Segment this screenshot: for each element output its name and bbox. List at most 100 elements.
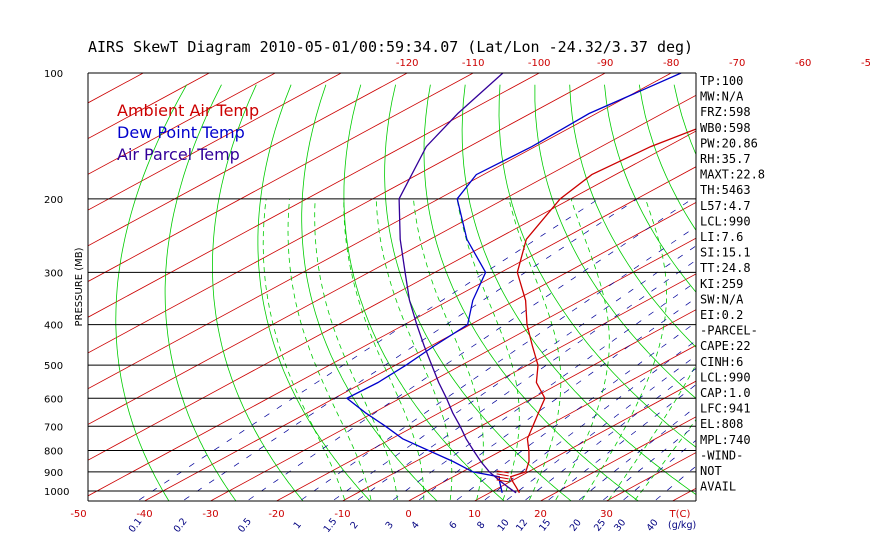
mixing-ratio-tick-label: 6: [447, 520, 459, 532]
bottom-temp-tick-label: -10: [334, 509, 350, 520]
dry-adiabat-line: [604, 84, 696, 293]
isotherm-line: [88, 73, 606, 354]
mixing-ratio-tick-label: 2: [348, 520, 360, 532]
mixing-ratio-line: [184, 198, 638, 501]
isotherm-line: [210, 237, 696, 501]
stability-index-item: TH:5463: [700, 183, 751, 197]
pressure-tick-label: 500: [44, 361, 63, 372]
stability-index-item: SW:N/A: [700, 292, 744, 306]
mixing-ratio-line: [506, 355, 696, 501]
dry-adiabat-line: [534, 84, 696, 400]
stability-index-item: TT:24.8: [700, 261, 751, 275]
mixing-ratio-unit-label: (g/kg): [668, 520, 696, 531]
bottom-temp-tick-label: 30: [600, 509, 613, 520]
stability-index-item: -PARCEL-: [700, 324, 758, 338]
isotherm-line: [88, 94, 696, 425]
isotherm-line: [276, 273, 696, 501]
mixing-ratio-tick-label: 8: [475, 520, 487, 532]
stability-index-item: CAP:1.0: [700, 386, 751, 400]
stability-index-item: L57:4.7: [700, 199, 751, 213]
wind-hatch-mark: [496, 476, 509, 480]
top-temp-tick-label: -60: [795, 58, 811, 69]
dry-adiabat-line: [569, 84, 696, 348]
stability-index-item: FRZ:598: [700, 105, 751, 119]
moist-adiabat-line: [314, 198, 398, 500]
isotherm-line: [474, 380, 696, 501]
top-temp-tick-label: -100: [528, 58, 551, 69]
stability-index-item: LFC:941: [700, 402, 751, 416]
mixing-ratio-tick-label: 1: [292, 520, 304, 532]
stability-index-item: TP:100: [700, 74, 743, 88]
top-temp-tick-label: -110: [462, 58, 485, 69]
mixing-ratio-tick-label: 4: [409, 520, 421, 532]
stability-index-item: RH:35.7: [700, 152, 751, 166]
bottom-temp-tick-label: -30: [202, 509, 218, 520]
stability-index-item: KI:259: [700, 277, 743, 291]
pressure-tick-label: 700: [44, 422, 63, 433]
isotherm-line: [88, 73, 474, 282]
isotherm-line: [88, 73, 408, 247]
pressure-tick-label: 1000: [44, 487, 69, 498]
pressure-tick-label: 200: [44, 195, 63, 206]
pressure-tick-label: 100: [44, 69, 63, 80]
dewpoint-temp-line: [345, 73, 682, 493]
background-grid: [88, 73, 696, 501]
isotherm-line: [88, 73, 540, 318]
stability-index-item: LI:7.6: [700, 230, 743, 244]
stability-index-item: SI:15.1: [700, 246, 751, 260]
bottom-temp-tick-label: 10: [468, 509, 481, 520]
y-axis-label: PRESSURE (MB): [74, 247, 85, 326]
wind-hatch-mark: [496, 479, 509, 483]
pressure-tick-label: 300: [44, 268, 63, 279]
stability-index-item: CINH:6: [700, 355, 743, 369]
top-temp-tick-label: -70: [729, 58, 745, 69]
isotherm-line: [540, 416, 696, 501]
isotherm-line: [408, 344, 696, 501]
stability-index-item: LCL:990: [700, 370, 751, 384]
mixing-ratio-line: [333, 245, 696, 501]
temp-unit-label: T(C): [669, 509, 691, 520]
stability-index-item: -WIND-: [700, 448, 743, 462]
moist-adiabat-line: [262, 198, 345, 500]
wind-hatch-mark: [496, 470, 509, 474]
wind-marker: [496, 470, 509, 483]
pressure-tick-label: 800: [44, 446, 63, 457]
isotherm-line: [88, 73, 276, 175]
bottom-temp-tick-label: -40: [136, 509, 152, 520]
stability-index-item: CAPE:22: [700, 339, 751, 353]
sounding-profiles: [345, 73, 696, 494]
moist-adiabat-line: [456, 198, 520, 501]
bottom-temp-tick-label: -20: [268, 509, 284, 520]
stability-index-item: EL:808: [700, 417, 743, 431]
moist-adiabat-line: [508, 198, 562, 501]
mixing-ratio-line: [301, 226, 696, 501]
mixing-ratio-line: [525, 367, 696, 501]
isobars: 100 200 300 400 500 600 700 800 900 1000: [44, 69, 696, 498]
moist-adiabat-line: [581, 198, 668, 501]
mixing-ratio-line: [139, 198, 599, 501]
mixing-ratio-line: [248, 198, 693, 501]
top-temp-tick-label: -80: [663, 58, 679, 69]
stability-index-item: MW:N/A: [700, 90, 744, 104]
mixing-ratio-line: [484, 340, 696, 501]
legend-dewpoint: Dew Point Temp: [117, 123, 245, 142]
stability-index-item: EI:0.2: [700, 308, 743, 322]
chart-title: AIRS SkewT Diagram 2010-05-01/00:59:34.0…: [88, 38, 693, 56]
moist-adiabat-line: [287, 198, 372, 500]
top-temp-tick-label: -50: [861, 58, 870, 69]
top-temp-tick-label: -120: [396, 58, 419, 69]
bottom-temp-tick-label: 0: [405, 509, 411, 520]
mixing-ratio-tick-label: 3: [384, 520, 396, 532]
parcel-temp-line: [398, 73, 517, 494]
moist-adiabat-line: [555, 198, 610, 501]
dry-adiabat-line: [498, 84, 696, 448]
legend: Ambient Air Temp Dew Point Temp Air Parc…: [117, 101, 259, 164]
legend-parcel: Air Parcel Temp: [117, 145, 240, 164]
stability-index-item: MPL:740: [700, 433, 751, 447]
stability-index-item: PW:20.86: [700, 136, 758, 150]
mixing-ratio-line: [393, 281, 696, 501]
pressure-tick-label: 900: [44, 468, 63, 479]
top-temp-tick-label: -90: [597, 58, 613, 69]
